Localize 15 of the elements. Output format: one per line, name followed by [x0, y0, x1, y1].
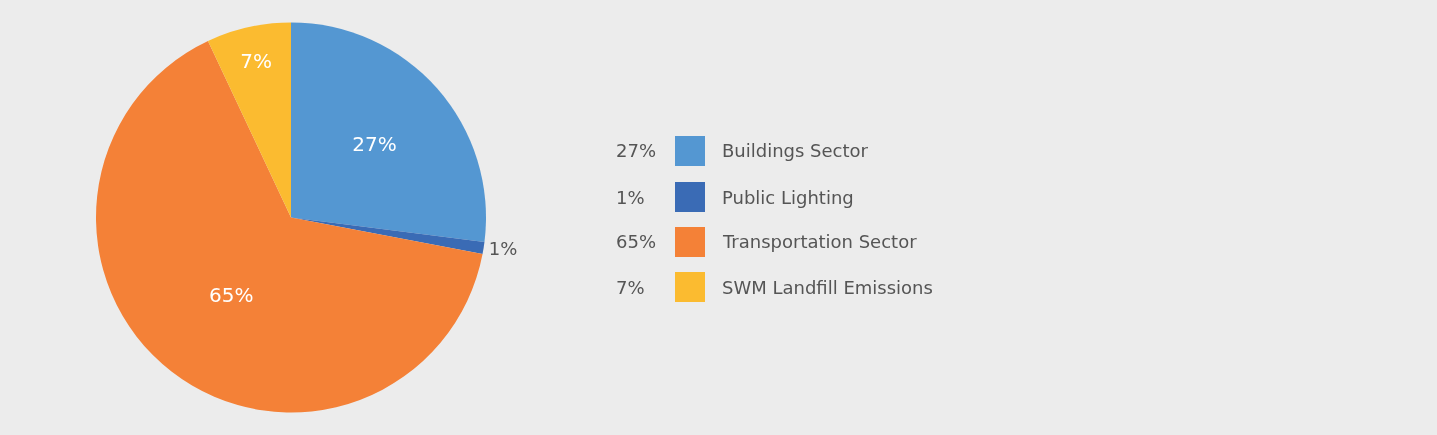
pie-slice — [96, 41, 483, 413]
pie-slice — [291, 22, 486, 242]
legend-label: Transportation Sector — [722, 231, 918, 252]
text: 27% — [616, 140, 657, 161]
text: 7% — [616, 277, 645, 298]
data-label: 1% — [488, 237, 518, 259]
data-label: 65% — [209, 282, 254, 307]
legend-label: Buildings Sector — [722, 140, 869, 161]
legend-label: Public Lighting — [722, 187, 854, 208]
pie-slice — [207, 22, 291, 218]
text: 1% — [616, 187, 645, 208]
data-label: 7% — [240, 49, 272, 74]
text: 65% — [616, 231, 657, 252]
legend-label: SWM Landfill Emissions — [722, 277, 933, 298]
data-label: 27% — [352, 131, 397, 156]
